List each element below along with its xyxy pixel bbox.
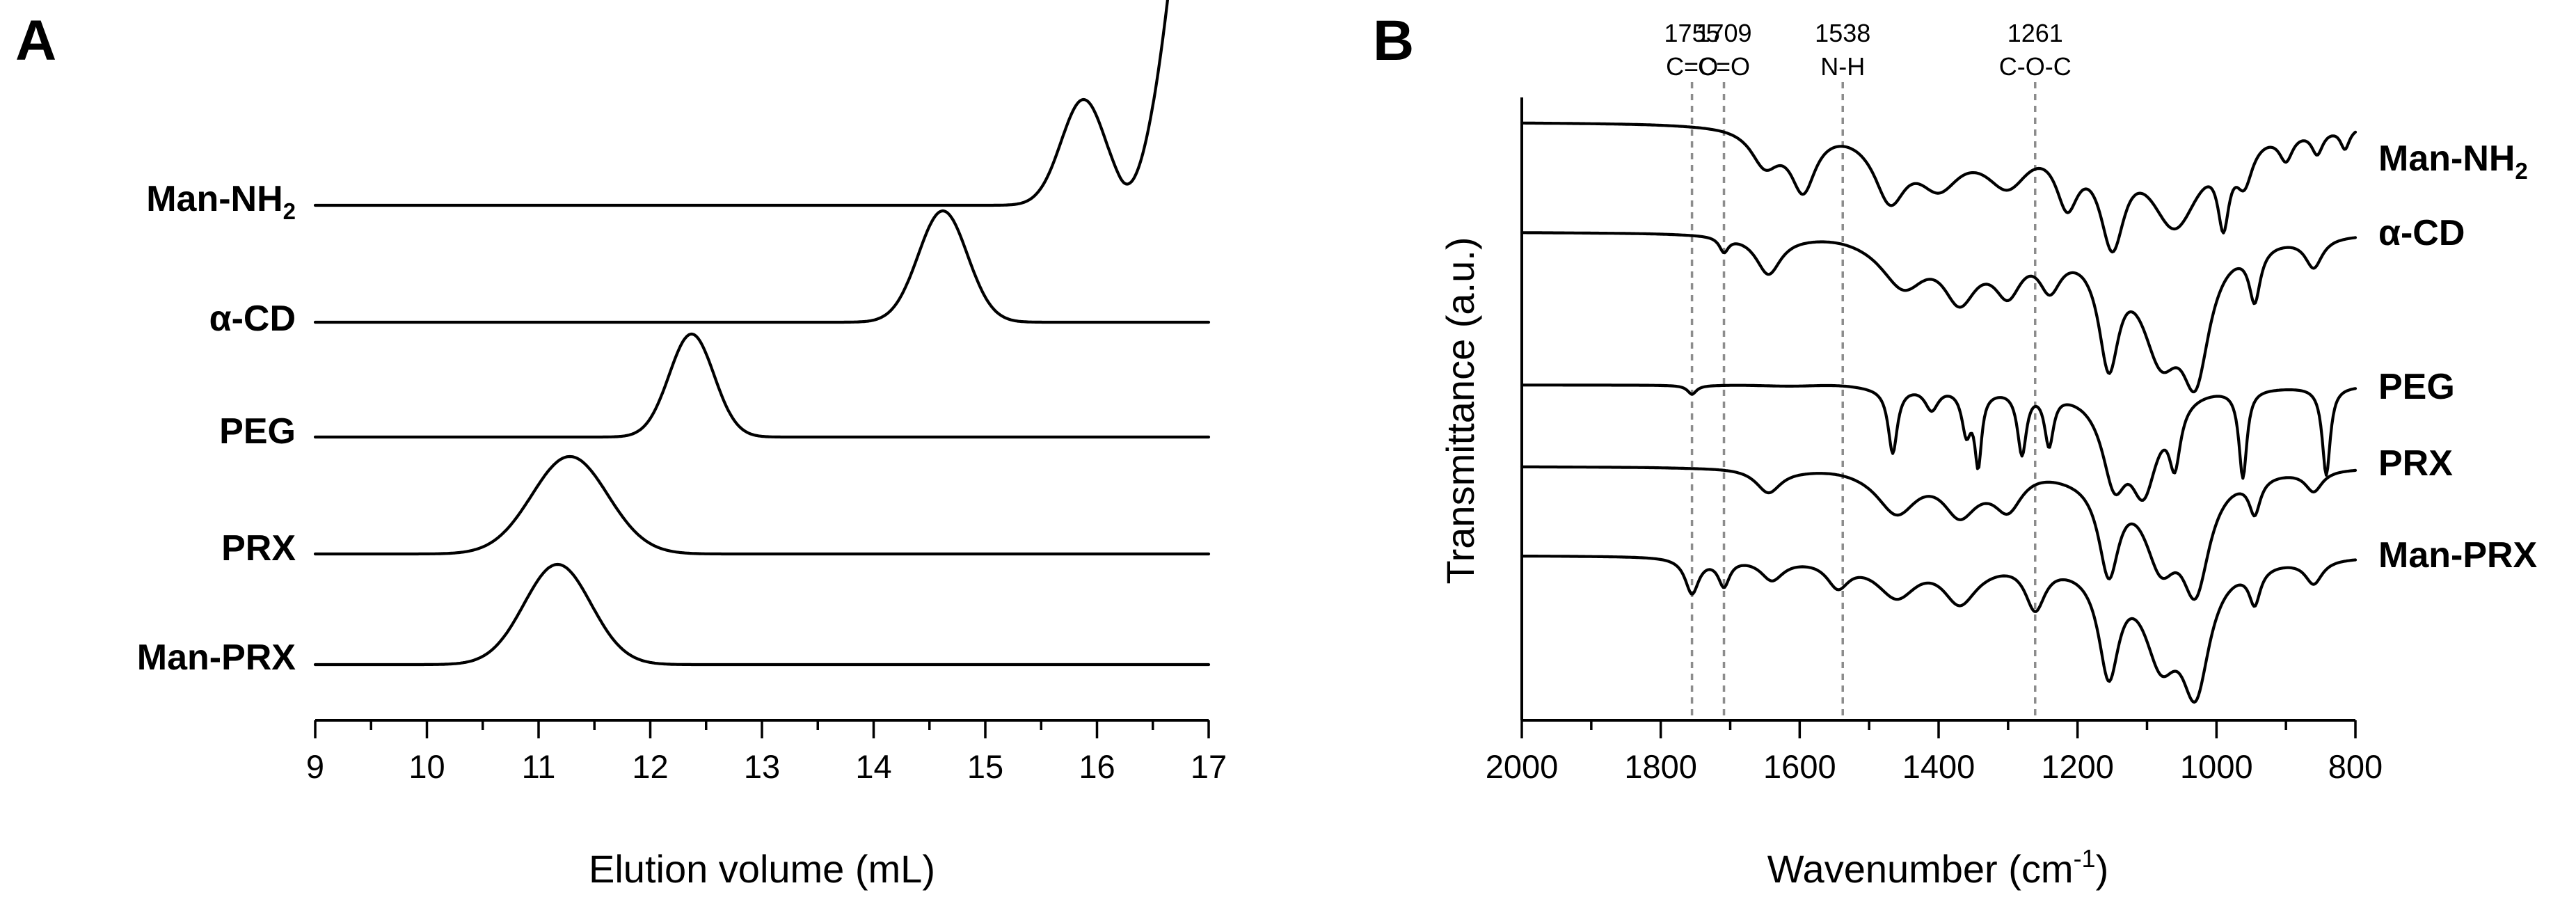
trace-prx: [313, 454, 1211, 556]
series-label-man-nh2: Man-NH2: [146, 179, 296, 224]
trace-man-nh2: [313, 0, 1170, 207]
x-tick-label-1000: 1000: [2180, 748, 2253, 785]
x-tick-label-16: 16: [1079, 748, 1115, 785]
panel-a-curves: [313, 0, 1211, 667]
trace-man-prx: [313, 562, 1211, 667]
series-label-man-prx: Man-PRX: [2378, 535, 2538, 576]
reference-assignment-1709: C=O: [1698, 52, 1750, 81]
panel-a-x-ticks: 9 10 11 12 13 14 15 16 17: [306, 720, 1227, 785]
panel-b-series-labels: Man-NH2 α-CD PEG PRX Man-PRX: [2378, 138, 2538, 576]
series-label-peg: PEG: [2378, 367, 2455, 407]
x-tick-label-12: 12: [632, 748, 668, 785]
x-tick-label-15: 15: [967, 748, 1003, 785]
reference-wavenumber-1261: 1261: [2007, 19, 2063, 47]
x-tick-label-17: 17: [1191, 748, 1227, 785]
series-label-alpha-cd: α-CD: [209, 299, 296, 339]
panel-a-x-axis-title: Elution volume (mL): [589, 847, 935, 891]
panel-b-letter: B: [1373, 9, 1414, 72]
reference-assignment-1261: C-O-C: [1999, 52, 2072, 81]
panel-a-series-labels: Man-NH2 α-CD PEG PRX Man-PRX: [137, 179, 296, 678]
x-tick-label-1800: 1800: [1624, 748, 1697, 785]
panel-b-reference-lines: 1755 C=O 1709 C=O 1538 N-H 1261 C-O-C: [1664, 19, 2072, 720]
x-tick-label-800: 800: [2328, 748, 2383, 785]
reference-assignment-1755: C=O: [1666, 52, 1718, 81]
spectrum-peg: [1520, 383, 2358, 502]
spectrum-alpha-cd: [1520, 231, 2358, 394]
panel-a-letter: A: [15, 9, 56, 72]
series-label-peg: PEG: [219, 411, 296, 452]
trace-alpha-cd: [313, 209, 1211, 324]
series-label-prx: PRX: [2378, 443, 2453, 484]
series-label-prx: PRX: [221, 528, 296, 569]
panel-b-x-ticks: 2000 1800 1600 1400 1200 1000 800: [1486, 720, 2383, 785]
x-tick-label-13: 13: [744, 748, 780, 785]
panel-b-curves: [1520, 121, 2358, 704]
panel-b: B 1755 C=O 1709 C=O 1538 N-H 1261 C-O-C Man-NH2…: [1373, 9, 2538, 891]
x-tick-label-1400: 1400: [1902, 748, 1975, 785]
x-tick-label-2000: 2000: [1486, 748, 1559, 785]
reference-wavenumber-1538: 1538: [1815, 19, 1870, 47]
series-label-alpha-cd: α-CD: [2378, 213, 2465, 253]
series-label-man-nh2: Man-NH2: [2378, 138, 2528, 184]
panel-b-y-axis-title: Transmittance (a.u.): [1438, 237, 1482, 585]
reference-assignment-1538: N-H: [1820, 52, 1865, 81]
spectrum-man-nh2: [1520, 121, 2358, 254]
spectrum-prx: [1520, 465, 2358, 601]
spectrum-man-prx: [1520, 554, 2358, 704]
x-tick-label-1600: 1600: [1763, 748, 1836, 785]
x-tick-label-1200: 1200: [2041, 748, 2114, 785]
series-label-man-prx: Man-PRX: [137, 637, 296, 678]
x-tick-label-9: 9: [306, 748, 324, 785]
reference-wavenumber-1755: 1755: [1664, 19, 1720, 47]
x-tick-label-11: 11: [522, 748, 556, 785]
reference-wavenumber-1709: 1709: [1696, 19, 1751, 47]
panel-a: A Man-NH2 α-CD PEG PRX Man-PRX 9 10 11 12 13…: [15, 0, 1227, 891]
trace-peg: [313, 332, 1211, 439]
x-tick-label-14: 14: [855, 748, 891, 785]
x-tick-label-10: 10: [408, 748, 445, 785]
panel-b-x-axis-title: Wavenumber (cm-1): [1767, 844, 2108, 891]
